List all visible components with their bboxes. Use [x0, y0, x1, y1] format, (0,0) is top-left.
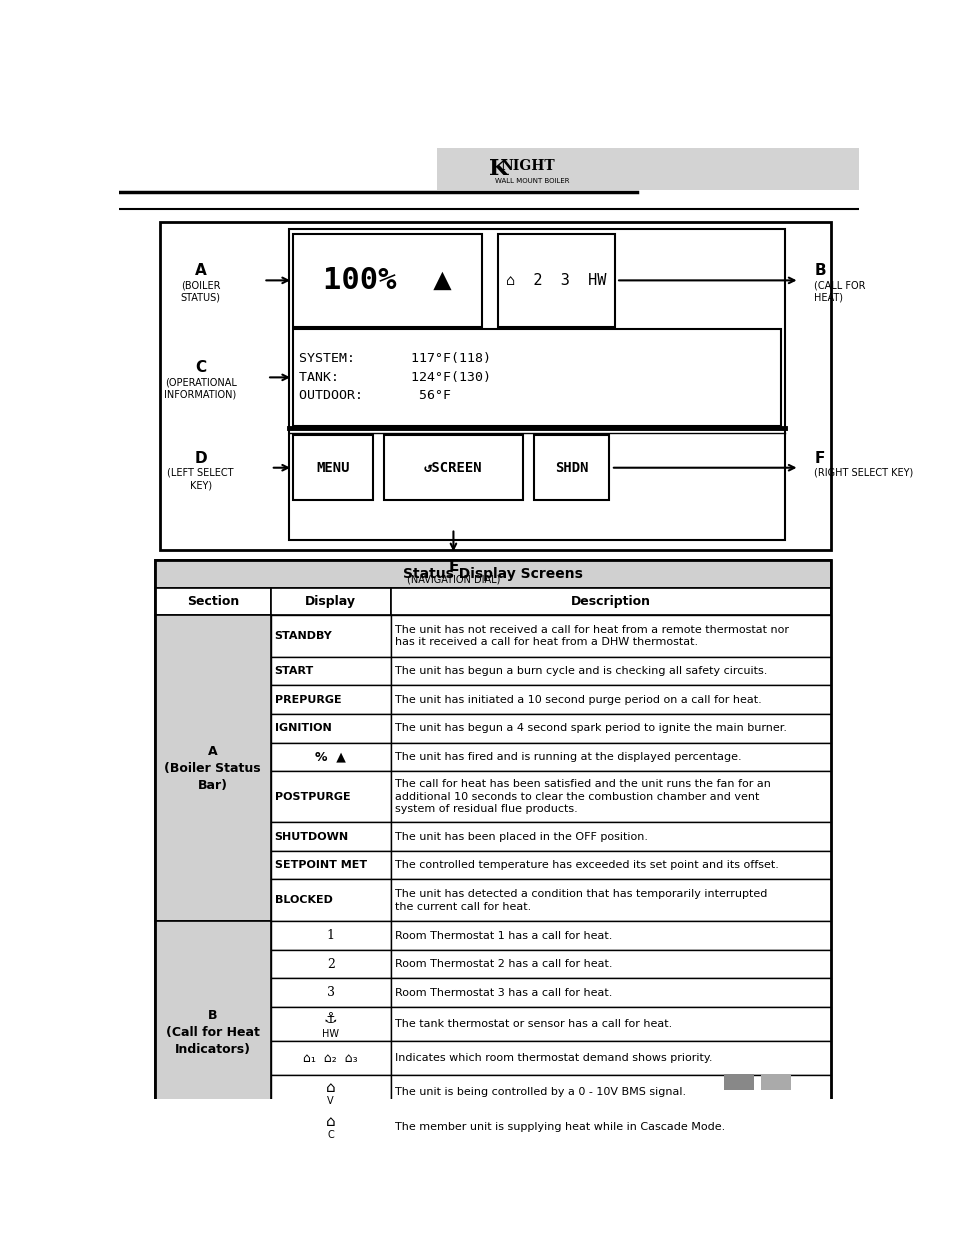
Text: The unit is being controlled by a 0 - 10V BMS signal.: The unit is being controlled by a 0 - 10… — [395, 1088, 685, 1098]
Bar — [293, 329, 781, 426]
Text: 2: 2 — [327, 957, 335, 971]
Bar — [390, 615, 830, 657]
Bar — [390, 1007, 830, 1041]
Text: (CALL FOR
HEAT): (CALL FOR HEAT) — [813, 280, 864, 303]
Bar — [390, 1041, 830, 1076]
Bar — [271, 714, 390, 742]
Text: 3: 3 — [326, 986, 335, 999]
Bar — [271, 879, 390, 921]
Bar — [271, 823, 390, 851]
Text: A: A — [194, 263, 206, 278]
Text: The unit has begun a burn cycle and is checking all safety circuits.: The unit has begun a burn cycle and is c… — [395, 666, 766, 677]
Text: WALL MOUNT BOILER: WALL MOUNT BOILER — [495, 179, 569, 184]
Bar — [271, 851, 390, 879]
Bar — [390, 589, 830, 615]
Bar — [154, 921, 271, 1144]
Text: The controlled temperature has exceeded its set point and its offset.: The controlled temperature has exceeded … — [395, 861, 778, 871]
Text: Indicates which room thermostat demand shows priority.: Indicates which room thermostat demand s… — [395, 1053, 712, 1063]
Text: NIGHT: NIGHT — [499, 159, 554, 173]
Bar — [390, 823, 830, 851]
Text: ⚓: ⚓ — [324, 1010, 337, 1026]
Bar — [436, 148, 858, 190]
Bar — [534, 436, 609, 500]
Bar — [271, 1076, 390, 1109]
Bar — [160, 222, 830, 550]
Text: MENU: MENU — [315, 461, 350, 474]
Text: The unit has not received a call for heat from a remote thermostat nor
has it re: The unit has not received a call for hea… — [395, 625, 788, 647]
Text: (LEFT SELECT
KEY): (LEFT SELECT KEY) — [167, 468, 233, 490]
Text: The unit has been placed in the OFF position.: The unit has been placed in the OFF posi… — [395, 831, 647, 842]
Text: D: D — [194, 451, 207, 466]
Bar — [154, 559, 830, 1144]
Bar — [289, 228, 783, 540]
Text: The unit has fired and is running at the displayed percentage.: The unit has fired and is running at the… — [395, 752, 740, 762]
Text: ↺SCREEN: ↺SCREEN — [424, 461, 482, 474]
Text: ⌂: ⌂ — [326, 1081, 335, 1095]
Bar — [390, 771, 830, 823]
Bar — [271, 1007, 390, 1041]
Text: POSTPURGE: POSTPURGE — [274, 792, 350, 802]
Text: 100%  ▲: 100% ▲ — [323, 266, 451, 295]
Bar — [390, 714, 830, 742]
Bar — [271, 771, 390, 823]
Text: 1: 1 — [326, 929, 335, 942]
Text: Section: Section — [187, 595, 238, 609]
Bar — [390, 657, 830, 685]
Text: Status Display Screens: Status Display Screens — [402, 567, 582, 582]
Text: B
(Call for Heat
Indicators): B (Call for Heat Indicators) — [166, 1009, 259, 1056]
Text: %  ▲: % ▲ — [314, 751, 346, 763]
Bar — [271, 1041, 390, 1076]
Text: STANDBY: STANDBY — [274, 631, 332, 641]
Text: C: C — [327, 1130, 334, 1140]
Text: (OPERATIONAL
INFORMATION): (OPERATIONAL INFORMATION) — [164, 378, 236, 400]
Text: Description: Description — [570, 595, 650, 609]
Bar — [390, 742, 830, 771]
Bar — [390, 1109, 830, 1144]
Text: The unit has begun a 4 second spark period to ignite the main burner.: The unit has begun a 4 second spark peri… — [395, 724, 786, 734]
Text: E: E — [448, 559, 458, 574]
Bar — [390, 685, 830, 714]
Bar — [293, 436, 373, 500]
Bar — [390, 921, 830, 950]
Text: SYSTEM:       117°F(118)
TANK:         124°F(130)
OUTDOOR:       56°F: SYSTEM: 117°F(118) TANK: 124°F(130) OUTD… — [298, 352, 491, 403]
Text: The tank thermostat or sensor has a call for heat.: The tank thermostat or sensor has a call… — [395, 1019, 672, 1029]
Bar — [271, 657, 390, 685]
Bar — [154, 615, 271, 921]
Bar — [154, 559, 830, 589]
Text: PREPURGE: PREPURGE — [274, 695, 341, 705]
Text: ⌂: ⌂ — [326, 1114, 335, 1130]
Bar — [271, 978, 390, 1007]
Bar — [390, 851, 830, 879]
Text: The member unit is supplying heat while in Cascade Mode.: The member unit is supplying heat while … — [395, 1121, 724, 1131]
Text: The unit has initiated a 10 second purge period on a call for heat.: The unit has initiated a 10 second purge… — [395, 695, 761, 705]
Text: ⌂₁  ⌂₂  ⌂₃: ⌂₁ ⌂₂ ⌂₃ — [303, 1052, 357, 1065]
Bar — [271, 921, 390, 950]
Bar — [293, 233, 481, 327]
Text: (RIGHT SELECT KEY): (RIGHT SELECT KEY) — [813, 468, 913, 478]
Bar — [383, 436, 522, 500]
Text: SHUTDOWN: SHUTDOWN — [274, 831, 348, 842]
Bar — [271, 685, 390, 714]
Text: IGNITION: IGNITION — [274, 724, 331, 734]
Bar — [271, 1109, 390, 1144]
Bar — [271, 589, 390, 615]
Text: C: C — [194, 361, 206, 375]
Text: SETPOINT MET: SETPOINT MET — [274, 861, 366, 871]
Bar — [390, 978, 830, 1007]
Bar — [154, 589, 271, 615]
Text: Room Thermostat 3 has a call for heat.: Room Thermostat 3 has a call for heat. — [395, 988, 612, 998]
Text: Room Thermostat 2 has a call for heat.: Room Thermostat 2 has a call for heat. — [395, 960, 612, 969]
Bar — [497, 233, 614, 327]
Bar — [760, 1074, 790, 1089]
Text: A
(Boiler Status
Bar): A (Boiler Status Bar) — [164, 745, 261, 792]
Text: (NAVIGATION DIAL): (NAVIGATION DIAL) — [406, 574, 499, 584]
Text: Room Thermostat 1 has a call for heat.: Room Thermostat 1 has a call for heat. — [395, 931, 612, 941]
Bar — [390, 879, 830, 921]
Text: K: K — [488, 158, 508, 180]
Text: The call for heat has been satisfied and the unit runs the fan for an
additional: The call for heat has been satisfied and… — [395, 779, 770, 814]
Bar — [723, 1074, 753, 1089]
Text: ⌂  2  3  HW: ⌂ 2 3 HW — [505, 273, 606, 288]
Text: START: START — [274, 666, 314, 677]
Text: B: B — [813, 263, 825, 278]
Text: The unit has detected a condition that has temporarily interrupted
the current c: The unit has detected a condition that h… — [395, 889, 766, 911]
